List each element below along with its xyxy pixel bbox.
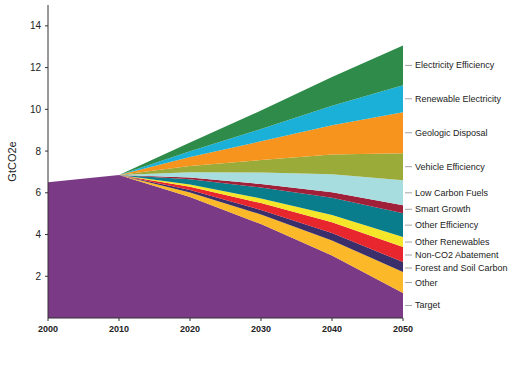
x-tick-label: 2010 [109,324,129,334]
legend-label: Other [415,278,438,288]
legend-leader [405,65,412,66]
x-tick [190,318,191,321]
legend-label: Renewable Electricity [415,94,502,104]
y-tick-label: 2 [35,271,41,282]
legend-leader [405,98,412,99]
x-tick [261,318,262,321]
area-band [48,45,403,182]
x-axis [48,318,403,319]
y-tick-label: 14 [30,20,42,31]
x-tick [48,318,49,321]
x-tick [403,318,404,321]
legend-leader [405,242,412,243]
legend-label: Vehicle Efficiency [415,162,485,172]
chart: 2 4 6 8 10 12 14 2000 2010 2020 2030 2040 2050 GtCO2e… [0,0,531,387]
legend-label: Low Carbon Fuels [415,188,489,198]
x-tick [119,318,120,321]
legend-leader [405,268,412,269]
area-band [48,172,403,205]
area-band [48,175,403,318]
legend-leader [405,305,412,306]
x-tick-label: 2030 [251,324,271,334]
y-tick-label: 12 [30,62,42,73]
legend-label: Smart Growth [415,204,471,214]
y-tick-label: 10 [30,104,42,115]
x-tick-label: 2020 [180,324,200,334]
legend-leader [405,166,412,167]
x-tick-label: 2050 [393,324,413,334]
legend-leader [405,282,412,283]
y-tick [45,192,48,193]
y-tick [45,234,48,235]
legend-label: Geologic Disposal [415,128,488,138]
y-tick [45,151,48,152]
legend-leader [405,132,412,133]
legend-leader [405,255,412,256]
legend-leader [405,225,412,226]
x-tick-label: 2040 [322,324,342,334]
legend-label: Other Efficiency [415,220,479,230]
legend-label: Electricity Efficiency [415,60,495,70]
y-axis-label: GtCO2e [6,141,18,181]
legend-label: Forest and Soil Carbon [415,263,508,273]
legend-label: Non-CO2 Abatement [415,250,499,260]
y-tick-label: 4 [35,229,41,240]
legend-leader [405,192,412,193]
legend-label: Target [415,300,441,310]
legend-leader [405,209,412,210]
y-tick-label: 8 [35,146,41,157]
y-axis [48,5,49,318]
y-tick [45,25,48,26]
y-tick [45,109,48,110]
y-tick [45,276,48,277]
legend-label: Other Renewables [415,237,490,247]
plot-area [48,45,403,318]
y-tick [45,67,48,68]
x-tick [332,318,333,321]
x-tick-label: 2000 [38,324,58,334]
y-tick-label: 6 [35,187,41,198]
